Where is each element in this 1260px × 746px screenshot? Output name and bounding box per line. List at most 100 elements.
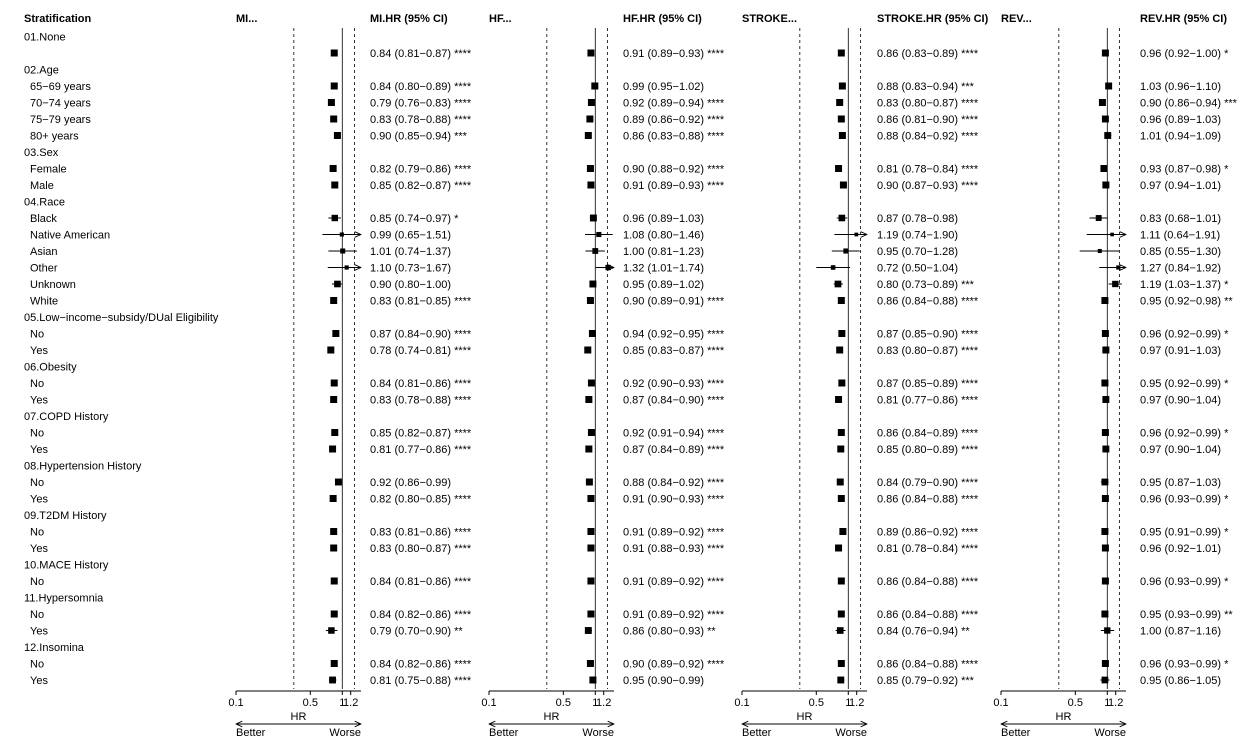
ci-value: 0.99 (0.95−1.02): [623, 81, 704, 93]
panel-title: STROKE...: [742, 13, 797, 25]
ci-value: 0.96 (0.92−0.99) *: [1140, 428, 1229, 440]
hr-point: [588, 330, 596, 337]
row-label: No: [30, 576, 44, 588]
hr-point: [837, 297, 845, 304]
ci-value: 0.87 (0.85−0.89) ****: [877, 378, 979, 390]
worse-label: Worse: [582, 727, 614, 739]
ci-value: 0.89 (0.86−0.92) ****: [623, 114, 725, 126]
ci-value: 0.86 (0.84−0.88) ****: [877, 609, 979, 621]
hr-point: [587, 610, 595, 618]
ci-value: 0.81 (0.77−0.86) ****: [370, 444, 472, 456]
group-label: 03.Sex: [24, 147, 59, 159]
ci-value: 0.90 (0.80−1.00): [370, 279, 451, 291]
ci-value: 0.86 (0.84−0.88) ****: [877, 296, 979, 308]
ci-value: 0.92 (0.91−0.94) ****: [623, 428, 725, 440]
panel-title: MI...: [236, 13, 257, 25]
tick-label: 0.5: [556, 697, 571, 709]
ci-value: 0.88 (0.83−0.94) ***: [877, 81, 975, 93]
ci-value: 0.85 (0.82−0.87) ****: [370, 180, 472, 192]
ci-value: 0.83 (0.78−0.88) ****: [370, 395, 472, 407]
hr-point: [838, 132, 846, 139]
hr-point: [585, 478, 593, 486]
hr-point: [330, 115, 338, 123]
hr-point: [330, 379, 338, 387]
group-label: 06.Obesity: [24, 362, 77, 374]
hr-point: [339, 232, 344, 237]
row-label: Other: [30, 263, 58, 275]
hr-point: [330, 49, 338, 57]
ci-value: 0.91 (0.89−0.93) ****: [623, 48, 725, 60]
hr-point: [1112, 280, 1119, 288]
hr-point: [327, 99, 335, 106]
row-label: Yes: [30, 395, 48, 407]
hr-point: [830, 265, 836, 270]
worse-label: Worse: [835, 727, 867, 739]
hr-point: [586, 165, 594, 172]
hr-point: [589, 214, 597, 222]
ci-value: 0.95 (0.92−0.99) *: [1140, 378, 1229, 390]
x-axis-label: HR: [544, 711, 560, 723]
row-label: Female: [30, 164, 67, 176]
row-label: Yes: [30, 626, 48, 638]
better-label: Better: [489, 727, 519, 739]
ci-value: 0.81 (0.78−0.84) ****: [877, 543, 979, 555]
ci-value: 0.95 (0.86−1.05): [1140, 675, 1221, 687]
ci-value: 0.86 (0.83−0.89) ****: [877, 48, 979, 60]
tick-label: 1: [1104, 697, 1110, 709]
ci-value: 0.83 (0.78−0.88) ****: [370, 114, 472, 126]
hr-point: [837, 676, 845, 684]
row-label: No: [30, 428, 44, 440]
hr-point: [587, 544, 595, 552]
ci-value: 0.95 (0.70−1.28): [877, 246, 958, 258]
ci-value: 1.11 (0.64−1.91): [1140, 230, 1220, 242]
ci-value: 0.97 (0.94−1.01): [1140, 180, 1221, 192]
hr-point: [331, 429, 339, 436]
hr-point: [584, 346, 592, 354]
hr-point: [328, 627, 335, 634]
ci-value: 1.19 (0.74−1.90): [877, 230, 958, 242]
hr-point: [334, 478, 342, 486]
ci-value: 0.95 (0.93−0.99) **: [1140, 609, 1233, 621]
row-label: Yes: [30, 675, 48, 687]
hr-point: [1095, 215, 1102, 221]
hr-point: [330, 577, 338, 585]
ci-value: 0.96 (0.93−0.99) *: [1140, 576, 1229, 588]
group-label: 01.None: [24, 32, 66, 44]
ci-header: MI.HR (95% CI): [370, 13, 448, 25]
row-label: Yes: [30, 345, 48, 357]
hr-point: [1102, 346, 1110, 354]
ci-value: 0.97 (0.91−1.03): [1140, 345, 1221, 357]
group-label: 05.Low−income−subsidy/DUal Eligibility: [24, 312, 219, 324]
hr-point: [329, 445, 337, 453]
ci-value: 1.01 (0.94−1.09): [1140, 131, 1221, 143]
ci-value: 0.95 (0.89−1.02): [623, 279, 704, 291]
hr-point: [1101, 297, 1109, 304]
tick-label: 0.5: [303, 697, 318, 709]
ci-value: 0.91 (0.89−0.93) ****: [623, 180, 725, 192]
tick-label: 1.2: [596, 697, 611, 709]
hr-point: [838, 379, 846, 387]
hr-point: [1104, 132, 1112, 139]
row-label: 75−79 years: [30, 114, 91, 126]
ci-value: 0.86 (0.84−0.89) ****: [877, 428, 979, 440]
tick-label: 1: [592, 697, 598, 709]
row-label: White: [30, 296, 58, 308]
better-label: Better: [1001, 727, 1031, 739]
ci-value: 0.78 (0.74−0.81) ****: [370, 345, 472, 357]
ci-value: 0.84 (0.82−0.86) ****: [370, 609, 472, 621]
hr-point: [1101, 115, 1109, 123]
ci-value: 0.81 (0.78−0.84) ****: [877, 164, 979, 176]
hr-point: [332, 330, 340, 337]
ci-value: 0.84 (0.82−0.86) ****: [370, 659, 472, 671]
hr-point: [585, 445, 593, 453]
hr-point: [1102, 181, 1110, 189]
row-label: No: [30, 659, 44, 671]
ci-value: 0.85 (0.82−0.87) ****: [370, 428, 472, 440]
group-label: 02.Age: [24, 65, 59, 77]
hr-point: [587, 495, 595, 502]
hr-point: [837, 445, 845, 453]
ci-value: 0.87 (0.84−0.90) ****: [370, 329, 472, 341]
hr-point: [330, 297, 338, 304]
ci-value: 0.86 (0.80−0.93) **: [623, 626, 716, 638]
hr-point: [839, 528, 847, 535]
